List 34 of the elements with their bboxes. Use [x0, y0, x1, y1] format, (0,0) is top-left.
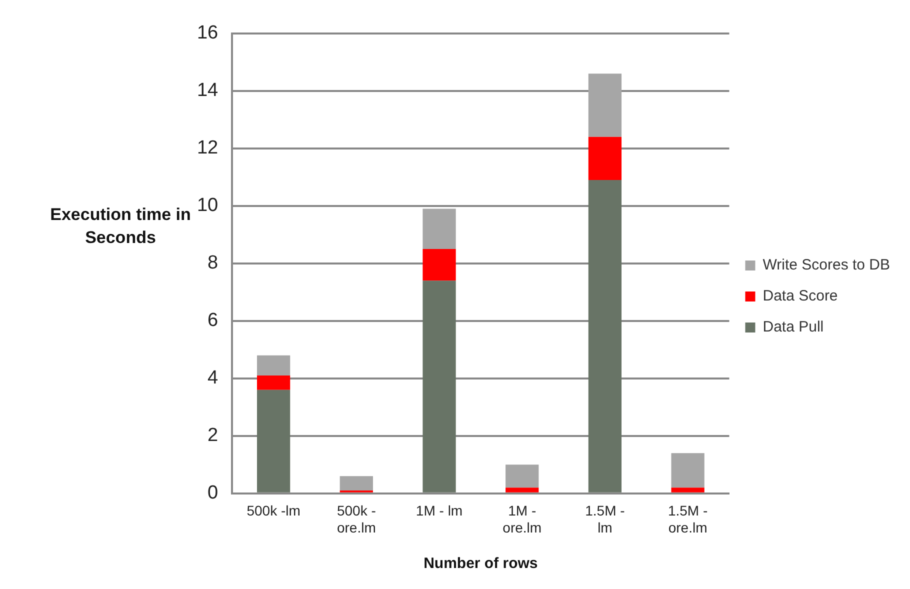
bar: [588, 74, 622, 137]
x-tick-label: 500k -ore.lm: [336, 502, 376, 536]
bar: [588, 180, 622, 492]
bar: [506, 488, 539, 492]
bar: [671, 453, 704, 488]
y-tick-label: 0: [208, 482, 218, 504]
y-tick-label: 8: [208, 252, 218, 274]
x-tick-label: 1.5M - lm: [585, 502, 626, 536]
bar: [588, 136, 622, 180]
legend-label: Data Pull: [762, 318, 824, 336]
x-tick-label: 500k -lm: [246, 502, 300, 519]
bar: [340, 476, 373, 491]
x-tick-label: 1.5M - ore.lm: [668, 502, 708, 536]
y-tick-label: 10: [196, 195, 218, 216]
legend-label: Data Score: [762, 288, 838, 305]
x-tick-label: 1M - ore.lm: [502, 502, 542, 536]
bar: [256, 355, 290, 376]
bar: [256, 390, 290, 492]
bar: [422, 280, 456, 492]
bar: [422, 208, 456, 250]
bar: [256, 376, 290, 390]
y-tick-label: 14: [196, 80, 219, 102]
legend-label: Write Scores to DB: [762, 256, 890, 274]
y-tick-label: 16: [196, 22, 218, 44]
y-tick-label: 2: [208, 425, 218, 446]
y-axis-title: Execution time in Seconds: [49, 204, 192, 249]
bar: [506, 464, 539, 488]
bar: [671, 488, 704, 492]
bar: [422, 249, 456, 281]
x-axis-title: Number of rows: [424, 555, 538, 572]
y-tick-label: 12: [196, 138, 218, 159]
x-tick-label: 1M - lm: [416, 502, 463, 519]
y-tick-label: 4: [208, 368, 219, 389]
y-tick-label: 6: [208, 310, 218, 332]
